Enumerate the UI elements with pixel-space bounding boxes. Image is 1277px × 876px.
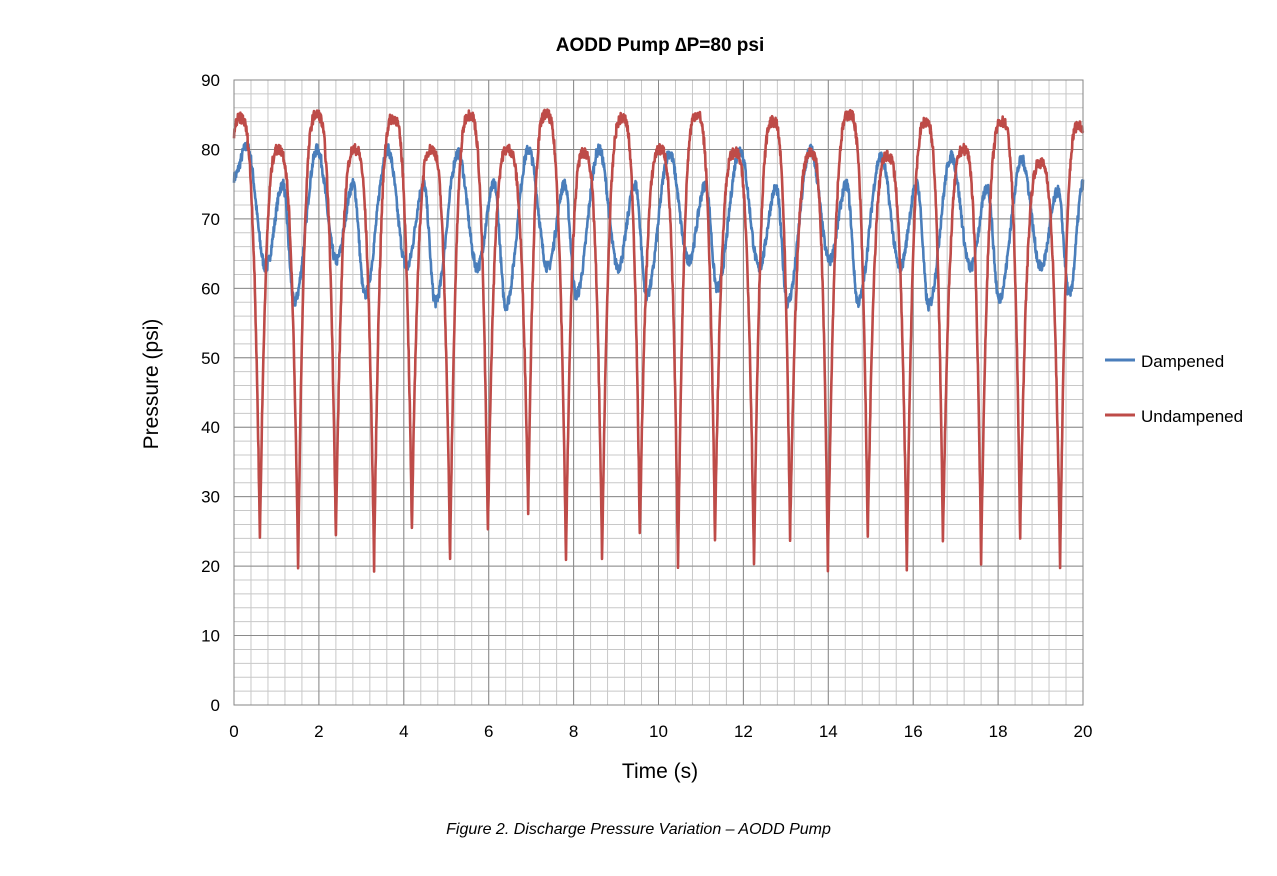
figure-caption: Figure 2. Discharge Pressure Variation –… [446,821,831,838]
x-tick-label: 10 [649,722,668,741]
x-tick-label: 0 [229,722,238,741]
x-tick-label: 18 [989,722,1008,741]
y-tick-label: 40 [201,418,220,437]
x-tick-label: 4 [399,722,408,741]
series-line-undampened [232,108,1085,573]
series-line-dampened [232,140,1085,312]
y-tick-label: 10 [201,627,220,646]
x-tick-label: 6 [484,722,493,741]
x-axis-label: Time (s) [622,760,698,783]
y-tick-label: 50 [201,349,220,368]
x-tick-label: 20 [1074,722,1093,741]
y-tick-label: 80 [201,140,220,159]
x-tick-label: 2 [314,722,323,741]
x-tick-label: 16 [904,722,923,741]
x-tick-label: 8 [569,722,578,741]
y-tick-label: 70 [201,210,220,229]
plot-frame [233,79,1084,706]
x-tick-label: 14 [819,722,838,741]
x-tick-label: 12 [734,722,753,741]
legend: Dampened Undampened [1105,352,1243,426]
y-tick-label: 90 [201,71,220,90]
legend-label-dampened: Dampened [1141,352,1224,371]
y-tick-label: 0 [211,696,220,715]
y-tick-label: 30 [201,488,220,507]
legend-label-undampened: Undampened [1141,407,1243,426]
y-axis-label: Pressure (psi) [140,319,163,450]
series-group [232,108,1085,573]
y-tick-label: 20 [201,557,220,576]
tick-labels: 0 2 4 6 8 10 12 14 16 18 20 0 10 20 30 40 50 60 70 80 90 [201,71,1092,741]
chart-title: AODD Pump ∆P=80 psi [556,35,765,56]
y-tick-label: 60 [201,279,220,298]
